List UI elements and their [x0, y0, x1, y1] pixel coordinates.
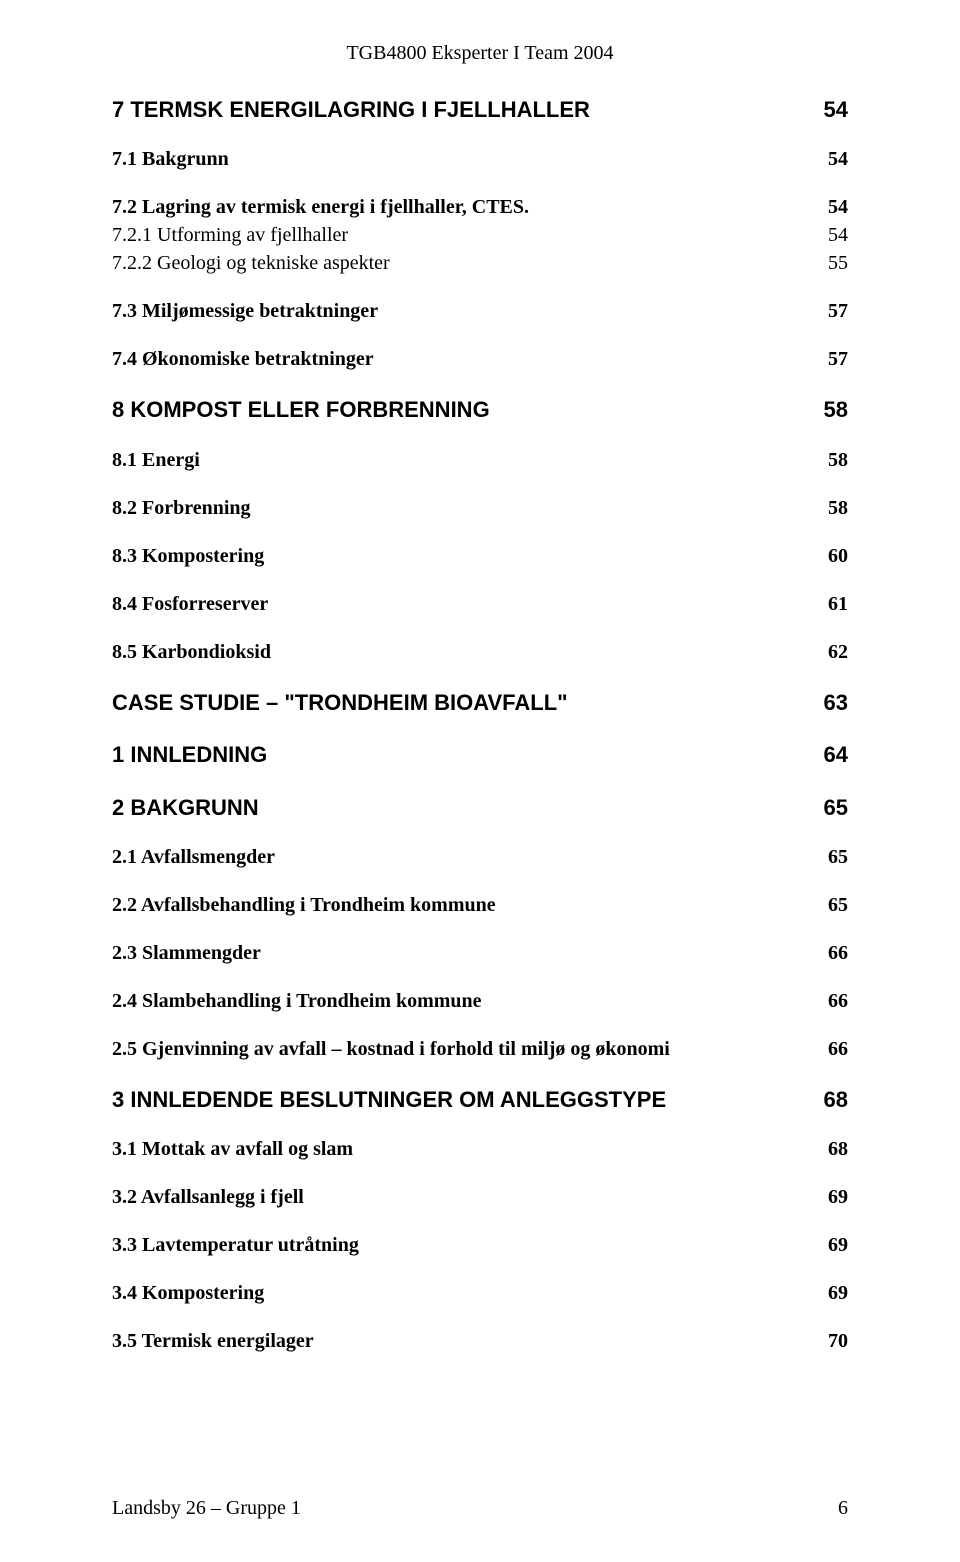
toc-entry: 7 TERMSK ENERGILAGRING I FJELLHALLER 54 [112, 97, 848, 123]
table-of-contents: 7 TERMSK ENERGILAGRING I FJELLHALLER547.… [112, 97, 848, 1353]
toc-entry-label: 8.4 Fosforreserver [112, 592, 808, 616]
toc-entry-label: 7.2.1 Utforming av fjellhaller [112, 223, 808, 247]
toc-entry-page: 69 [828, 1233, 848, 1257]
toc-entry: 7.2.1 Utforming av fjellhaller 54 [112, 223, 848, 247]
toc-entry: 3.5 Termisk energilager 70 [112, 1329, 848, 1353]
page-header: TGB4800 Eksperter I Team 2004 [112, 42, 848, 65]
toc-entry-page: 60 [828, 544, 848, 568]
toc-entry-label: 1 INNLEDNING [112, 742, 804, 768]
toc-entry-label: 3.2 Avfallsanlegg i fjell [112, 1185, 808, 1209]
toc-entry-page: 66 [828, 941, 848, 965]
toc-entry-page: 66 [828, 989, 848, 1013]
toc-entry: 2.2 Avfallsbehandling i Trondheim kommun… [112, 893, 848, 917]
toc-entry-label: 3 INNLEDENDE BESLUTNINGER OM ANLEGGSTYPE [112, 1087, 804, 1113]
toc-entry: 3.2 Avfallsanlegg i fjell 69 [112, 1185, 848, 1209]
toc-entry-page: 62 [828, 640, 848, 664]
toc-entry-page: 58 [828, 496, 848, 520]
toc-entry-page: 68 [824, 1087, 848, 1113]
toc-entry-page: 63 [824, 690, 848, 716]
toc-entry-page: 58 [824, 397, 848, 423]
toc-entry-page: 57 [828, 299, 848, 323]
page-footer: Landsby 26 – Gruppe 1 6 [112, 1497, 848, 1520]
toc-entry-label: 8 KOMPOST ELLER FORBRENNING [112, 397, 804, 423]
toc-entry-page: 54 [828, 195, 848, 219]
toc-entry-label: 2.2 Avfallsbehandling i Trondheim kommun… [112, 893, 808, 917]
toc-entry-page: 69 [828, 1185, 848, 1209]
toc-entry: 3.4 Kompostering 69 [112, 1281, 848, 1305]
toc-entry: 8.2 Forbrenning 58 [112, 496, 848, 520]
footer-page-number: 6 [838, 1497, 848, 1520]
toc-entry: 2.3 Slammengder 66 [112, 941, 848, 965]
toc-entry-label: CASE STUDIE – "TRONDHEIM BIOAVFALL" [112, 690, 804, 716]
toc-entry: 2.5 Gjenvinning av avfall – kostnad i fo… [112, 1037, 848, 1061]
toc-entry-page: 68 [828, 1137, 848, 1161]
toc-entry: 7.3 Miljømessige betraktninger 57 [112, 299, 848, 323]
toc-entry-page: 54 [824, 97, 848, 123]
toc-entry: 1 INNLEDNING 64 [112, 742, 848, 768]
toc-entry: 2.4 Slambehandling i Trondheim kommune 66 [112, 989, 848, 1013]
toc-entry-label: 7.3 Miljømessige betraktninger [112, 299, 808, 323]
toc-entry: 8.1 Energi 58 [112, 448, 848, 472]
toc-entry-label: 3.1 Mottak av avfall og slam [112, 1137, 808, 1161]
toc-entry-label: 7.1 Bakgrunn [112, 147, 808, 171]
toc-entry-label: 3.3 Lavtemperatur utråtning [112, 1233, 808, 1257]
toc-entry-label: 8.3 Kompostering [112, 544, 808, 568]
toc-entry-page: 61 [828, 592, 848, 616]
toc-entry: 8.4 Fosforreserver 61 [112, 592, 848, 616]
toc-entry-page: 57 [828, 347, 848, 371]
toc-entry-label: 8.2 Forbrenning [112, 496, 808, 520]
toc-entry-label: 7 TERMSK ENERGILAGRING I FJELLHALLER [112, 97, 804, 123]
toc-entry: CASE STUDIE – "TRONDHEIM BIOAVFALL" 63 [112, 690, 848, 716]
toc-entry-label: 3.5 Termisk energilager [112, 1329, 808, 1353]
toc-entry-label: 2.1 Avfallsmengder [112, 845, 808, 869]
toc-entry: 8.5 Karbondioksid 62 [112, 640, 848, 664]
toc-entry-page: 58 [828, 448, 848, 472]
toc-entry: 3.1 Mottak av avfall og slam 68 [112, 1137, 848, 1161]
toc-entry: 3 INNLEDENDE BESLUTNINGER OM ANLEGGSTYPE… [112, 1087, 848, 1113]
toc-entry-page: 54 [828, 147, 848, 171]
toc-entry-label: 8.1 Energi [112, 448, 808, 472]
toc-entry-page: 64 [824, 742, 848, 768]
toc-entry-label: 7.2 Lagring av termisk energi i fjellhal… [112, 195, 808, 219]
toc-entry-label: 2.4 Slambehandling i Trondheim kommune [112, 989, 808, 1013]
toc-entry: 7.1 Bakgrunn 54 [112, 147, 848, 171]
toc-entry: 2 BAKGRUNN 65 [112, 795, 848, 821]
toc-entry-page: 66 [828, 1037, 848, 1061]
toc-entry: 8.3 Kompostering 60 [112, 544, 848, 568]
footer-left: Landsby 26 – Gruppe 1 [112, 1497, 301, 1520]
toc-entry-page: 70 [828, 1329, 848, 1353]
toc-entry-label: 2 BAKGRUNN [112, 795, 804, 821]
toc-entry: 8 KOMPOST ELLER FORBRENNING 58 [112, 397, 848, 423]
toc-entry-page: 54 [828, 223, 848, 247]
toc-entry-label: 8.5 Karbondioksid [112, 640, 808, 664]
toc-entry: 7.2 Lagring av termisk energi i fjellhal… [112, 195, 848, 219]
toc-entry-label: 7.2.2 Geologi og tekniske aspekter [112, 251, 808, 275]
toc-entry-page: 65 [828, 893, 848, 917]
toc-entry-label: 2.5 Gjenvinning av avfall – kostnad i fo… [112, 1037, 808, 1061]
toc-entry-page: 65 [828, 845, 848, 869]
toc-entry-page: 65 [824, 795, 848, 821]
toc-entry-page: 69 [828, 1281, 848, 1305]
toc-entry: 7.4 Økonomiske betraktninger 57 [112, 347, 848, 371]
toc-entry-page: 55 [828, 251, 848, 275]
toc-entry: 3.3 Lavtemperatur utråtning 69 [112, 1233, 848, 1257]
toc-entry-label: 3.4 Kompostering [112, 1281, 808, 1305]
toc-entry-label: 7.4 Økonomiske betraktninger [112, 347, 808, 371]
toc-entry: 2.1 Avfallsmengder 65 [112, 845, 848, 869]
toc-entry: 7.2.2 Geologi og tekniske aspekter 55 [112, 251, 848, 275]
toc-entry-label: 2.3 Slammengder [112, 941, 808, 965]
